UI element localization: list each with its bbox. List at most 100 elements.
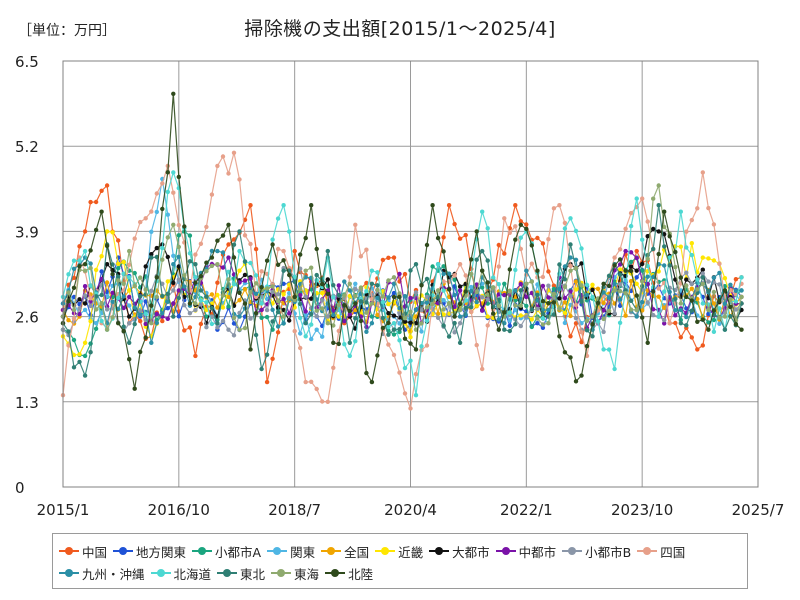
data-point <box>292 328 297 334</box>
data-point <box>711 308 717 313</box>
legend-label: 中都市 <box>518 544 557 560</box>
data-point <box>452 330 457 335</box>
data-point <box>397 370 402 375</box>
data-point <box>513 224 518 229</box>
data-point <box>595 300 601 306</box>
data-point <box>71 258 77 263</box>
data-point <box>645 234 650 239</box>
data-point <box>353 339 358 344</box>
data-point <box>617 272 623 277</box>
data-point <box>612 281 617 286</box>
data-point <box>275 246 281 252</box>
data-point <box>496 327 501 332</box>
data-point <box>380 257 386 263</box>
data-point <box>722 276 728 281</box>
data-point <box>568 268 573 273</box>
data-point <box>408 320 413 325</box>
data-point <box>656 286 661 291</box>
data-point <box>226 255 231 260</box>
legend-label: 近畿 <box>398 544 424 560</box>
data-point <box>121 294 126 299</box>
data-point <box>215 262 220 267</box>
data-point <box>739 288 744 293</box>
data-point <box>419 307 424 313</box>
data-point <box>535 235 540 241</box>
legend-item: 近畿 <box>375 540 423 562</box>
data-point <box>275 216 281 221</box>
data-point <box>149 288 154 293</box>
legend-label: 全国 <box>344 544 370 560</box>
x-tick-label: 2023/10 <box>611 501 673 519</box>
data-point <box>689 308 694 313</box>
data-point <box>314 246 319 252</box>
data-point <box>562 295 568 301</box>
data-point <box>347 353 352 359</box>
data-point <box>601 281 606 286</box>
data-point <box>171 288 176 293</box>
data-point <box>546 295 551 300</box>
data-point <box>540 315 546 321</box>
legend-label: 関東 <box>290 544 316 560</box>
data-point <box>518 313 523 318</box>
data-point <box>590 334 595 339</box>
data-point <box>82 353 88 359</box>
data-point <box>71 285 77 290</box>
data-point <box>270 237 275 242</box>
data-point <box>242 301 248 306</box>
data-point <box>331 323 336 328</box>
data-point <box>242 287 248 292</box>
data-point <box>88 283 93 288</box>
data-point <box>678 244 683 249</box>
data-point <box>342 293 347 298</box>
data-point <box>728 297 733 303</box>
data-point <box>606 347 612 352</box>
data-point <box>480 285 485 290</box>
data-point <box>502 327 507 332</box>
data-point <box>143 264 148 269</box>
data-point <box>77 244 82 249</box>
data-point <box>424 305 430 310</box>
data-point <box>127 303 132 308</box>
data-point <box>320 334 325 339</box>
data-point <box>364 300 369 305</box>
data-point <box>711 289 717 295</box>
data-point <box>706 307 711 313</box>
data-point <box>540 322 546 327</box>
data-point <box>457 340 463 345</box>
data-point <box>226 222 231 227</box>
data-point <box>121 324 126 329</box>
data-point <box>187 233 193 238</box>
data-point <box>303 309 308 314</box>
data-point <box>496 242 501 248</box>
data-point <box>507 318 512 323</box>
data-point <box>573 265 579 271</box>
data-point <box>606 295 612 300</box>
data-point <box>628 223 634 229</box>
data-point <box>689 252 694 258</box>
data-point <box>717 321 722 326</box>
legend-item: 東海 <box>271 562 319 584</box>
data-point <box>209 263 215 269</box>
data-point <box>584 343 590 349</box>
data-point <box>204 260 209 265</box>
data-point <box>116 321 121 326</box>
data-point <box>88 296 93 301</box>
data-point <box>617 262 623 267</box>
data-point <box>717 270 722 276</box>
data-point <box>264 314 270 320</box>
data-point <box>601 329 606 335</box>
data-point <box>684 314 689 320</box>
data-point <box>391 255 397 260</box>
data-point <box>590 282 595 287</box>
data-point <box>540 325 546 330</box>
data-point <box>435 262 441 267</box>
data-point <box>237 290 242 295</box>
data-point <box>573 279 579 284</box>
data-point <box>601 316 606 322</box>
data-point <box>66 272 71 277</box>
data-point <box>628 298 634 303</box>
data-point <box>275 299 281 304</box>
y-tick-label: 5.2 <box>15 138 39 156</box>
data-point <box>678 301 683 306</box>
data-point <box>673 277 678 282</box>
